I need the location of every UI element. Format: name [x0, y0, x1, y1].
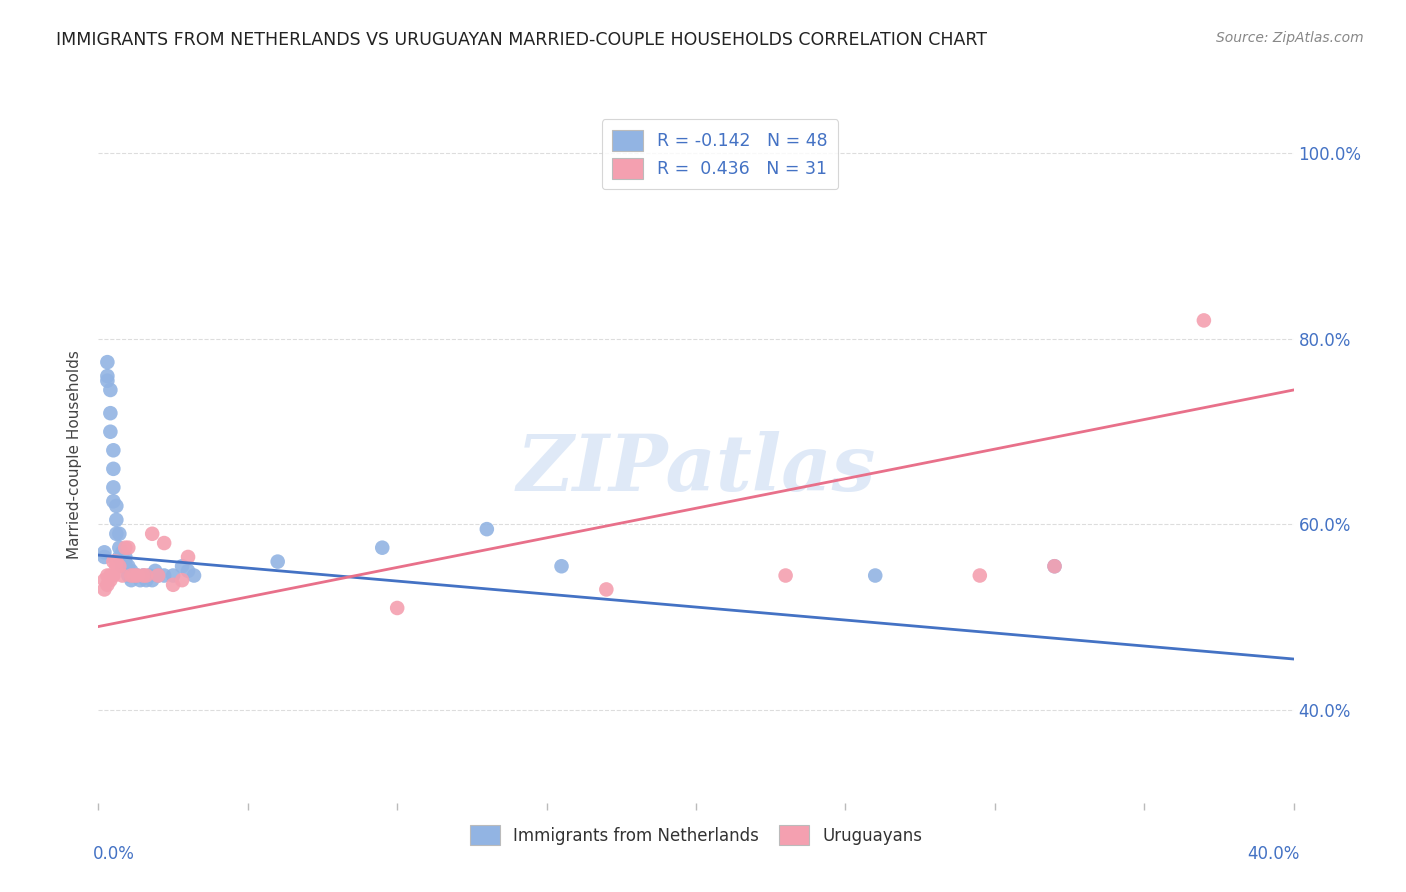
Point: [775, 568, 797, 582]
Point: [120, 564, 142, 578]
Point: [969, 568, 991, 582]
Text: 40.0%: 40.0%: [1247, 845, 1299, 863]
Point: [153, 568, 176, 582]
Point: [1192, 313, 1215, 327]
Point: [108, 541, 131, 555]
Point: [103, 568, 125, 582]
Point: [96, 374, 118, 388]
Point: [108, 526, 131, 541]
Point: [111, 555, 134, 569]
Point: [120, 568, 142, 582]
Point: [114, 549, 136, 564]
Point: [141, 573, 163, 587]
Point: [100, 383, 122, 397]
Point: [138, 568, 160, 582]
Point: [93, 549, 115, 564]
Point: [148, 568, 170, 582]
Point: [135, 568, 157, 582]
Point: [1043, 559, 1066, 574]
Point: [114, 541, 136, 555]
Text: 0.0%: 0.0%: [93, 845, 135, 863]
Point: [124, 568, 146, 582]
Point: [108, 549, 131, 564]
Point: [103, 480, 125, 494]
Point: [550, 559, 572, 574]
Point: [162, 568, 184, 582]
Point: [143, 564, 166, 578]
Point: [93, 573, 115, 587]
Point: [141, 526, 163, 541]
Point: [105, 559, 128, 574]
Point: [129, 573, 152, 587]
Point: [111, 545, 134, 559]
Point: [96, 369, 118, 384]
Point: [103, 555, 125, 569]
Point: [267, 555, 290, 569]
Point: [105, 499, 128, 513]
Point: [117, 559, 139, 574]
Point: [475, 522, 498, 536]
Point: [371, 541, 394, 555]
Point: [385, 601, 409, 615]
Point: [100, 406, 122, 420]
Point: [93, 582, 115, 597]
Point: [111, 568, 134, 582]
Point: [1043, 559, 1066, 574]
Legend: Immigrants from Netherlands, Uruguayans: Immigrants from Netherlands, Uruguayans: [461, 816, 931, 854]
Point: [183, 568, 205, 582]
Point: [100, 568, 122, 582]
Point: [135, 573, 157, 587]
Point: [177, 549, 200, 564]
Point: [100, 573, 122, 587]
Point: [177, 564, 200, 578]
Point: [111, 559, 134, 574]
Point: [595, 582, 617, 597]
Point: [96, 355, 118, 369]
Point: [148, 568, 170, 582]
Point: [162, 578, 184, 592]
Point: [120, 573, 142, 587]
Y-axis label: Married-couple Households: Married-couple Households: [67, 351, 83, 559]
Point: [103, 462, 125, 476]
Point: [172, 573, 194, 587]
Text: Source: ZipAtlas.com: Source: ZipAtlas.com: [1216, 31, 1364, 45]
Text: ZIPatlas: ZIPatlas: [516, 431, 876, 507]
Point: [105, 526, 128, 541]
Point: [114, 555, 136, 569]
Point: [127, 568, 149, 582]
Point: [124, 568, 146, 582]
Point: [100, 425, 122, 439]
Point: [96, 578, 118, 592]
Point: [117, 568, 139, 582]
Point: [865, 568, 887, 582]
Text: IMMIGRANTS FROM NETHERLANDS VS URUGUAYAN MARRIED-COUPLE HOUSEHOLDS CORRELATION C: IMMIGRANTS FROM NETHERLANDS VS URUGUAYAN…: [56, 31, 987, 49]
Point: [103, 494, 125, 508]
Point: [117, 541, 139, 555]
Point: [96, 568, 118, 582]
Point: [105, 555, 128, 569]
Point: [108, 559, 131, 574]
Point: [172, 559, 194, 574]
Point: [103, 443, 125, 458]
Point: [93, 545, 115, 559]
Point: [105, 513, 128, 527]
Point: [127, 568, 149, 582]
Point: [132, 568, 155, 582]
Point: [132, 568, 155, 582]
Point: [153, 536, 176, 550]
Point: [114, 559, 136, 574]
